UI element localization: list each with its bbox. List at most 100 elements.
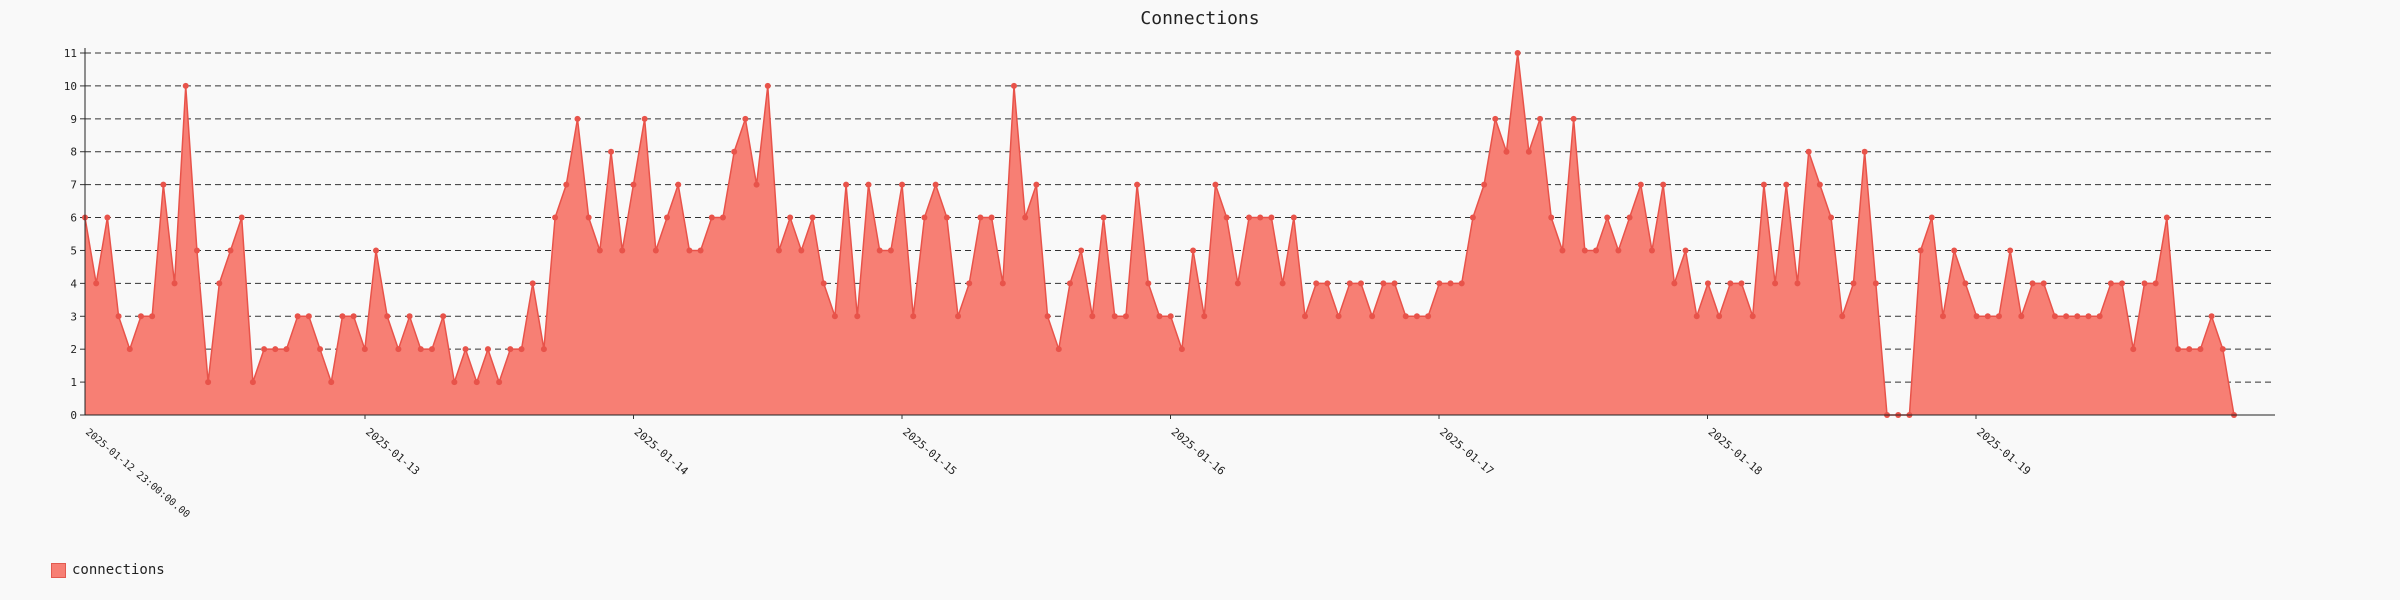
data-point — [1525, 148, 1532, 155]
data-point — [563, 181, 570, 188]
data-point — [1145, 280, 1152, 287]
data-point — [1066, 280, 1073, 287]
data-point — [2018, 313, 2025, 320]
data-point — [1760, 181, 1767, 188]
data-point — [328, 379, 335, 386]
data-point — [988, 214, 995, 221]
data-point — [149, 313, 156, 320]
data-point — [93, 280, 100, 287]
data-point — [787, 214, 794, 221]
data-point — [552, 214, 559, 221]
data-point — [160, 181, 167, 188]
data-point — [350, 313, 357, 320]
data-point — [2197, 346, 2204, 353]
data-point — [2096, 313, 2103, 320]
data-point — [2040, 280, 2047, 287]
data-point — [865, 181, 872, 188]
data-point — [238, 214, 245, 221]
data-point — [1995, 313, 2002, 320]
data-point — [1055, 346, 1062, 353]
data-point — [104, 214, 111, 221]
data-point — [686, 247, 693, 254]
data-point — [943, 214, 950, 221]
data-point — [843, 181, 850, 188]
data-point — [227, 247, 234, 254]
data-point — [1939, 313, 1946, 320]
data-point — [1313, 280, 1320, 287]
data-point — [574, 115, 581, 122]
data-point — [1279, 280, 1286, 287]
data-point — [1604, 214, 1611, 221]
data-point — [1704, 280, 1711, 287]
y-tick-label: 2 — [70, 343, 77, 356]
data-point — [193, 247, 200, 254]
data-point — [1156, 313, 1163, 320]
data-point — [2063, 313, 2070, 320]
data-point — [1816, 181, 1823, 188]
data-point — [1346, 280, 1353, 287]
data-point — [1357, 280, 1364, 287]
data-point — [2208, 313, 2215, 320]
data-point — [417, 346, 424, 353]
data-point — [955, 313, 962, 320]
data-point — [1223, 214, 1230, 221]
data-point — [115, 313, 122, 320]
data-point — [697, 247, 704, 254]
data-point — [798, 247, 805, 254]
data-point — [395, 346, 402, 353]
data-point — [1010, 82, 1017, 89]
data-point — [2175, 346, 2182, 353]
data-point — [619, 247, 626, 254]
data-point — [294, 313, 301, 320]
data-point — [831, 313, 838, 320]
data-point — [921, 214, 928, 221]
data-point — [1022, 214, 1029, 221]
data-point — [1469, 214, 1476, 221]
data-point — [1167, 313, 1174, 320]
data-point — [283, 346, 290, 353]
data-point — [440, 313, 447, 320]
data-point — [305, 313, 312, 320]
data-point — [1783, 181, 1790, 188]
data-point — [2119, 280, 2126, 287]
data-point — [373, 247, 380, 254]
legend-label: connections — [72, 562, 165, 578]
data-point — [1078, 247, 1085, 254]
data-point — [1413, 313, 1420, 320]
legend: connections — [51, 562, 165, 578]
data-point — [820, 280, 827, 287]
data-point — [719, 214, 726, 221]
data-point — [384, 313, 391, 320]
data-point — [1648, 247, 1655, 254]
data-point — [1828, 214, 1835, 221]
data-point — [2219, 346, 2226, 353]
data-point — [1514, 50, 1521, 56]
data-point — [1671, 280, 1678, 287]
data-point — [910, 313, 917, 320]
data-point — [1973, 313, 1980, 320]
data-point — [1637, 181, 1644, 188]
data-point — [1122, 313, 1129, 320]
data-point — [473, 379, 480, 386]
y-tick-label: 7 — [70, 179, 77, 192]
data-point — [1693, 313, 1700, 320]
y-tick-label: 11 — [64, 47, 77, 60]
data-point — [1447, 280, 1454, 287]
data-point — [742, 115, 749, 122]
data-point — [1246, 214, 1253, 221]
data-point — [764, 82, 771, 89]
data-point — [216, 280, 223, 287]
data-point — [1425, 313, 1432, 320]
data-point — [652, 247, 659, 254]
data-point — [1190, 247, 1197, 254]
data-point — [999, 280, 1006, 287]
data-point — [1380, 280, 1387, 287]
data-point — [462, 346, 469, 353]
data-point — [1738, 280, 1745, 287]
y-tick-label: 8 — [70, 146, 77, 159]
data-point — [664, 214, 671, 221]
data-point — [1626, 214, 1633, 221]
data-point — [1984, 313, 1991, 320]
data-point — [1682, 247, 1689, 254]
